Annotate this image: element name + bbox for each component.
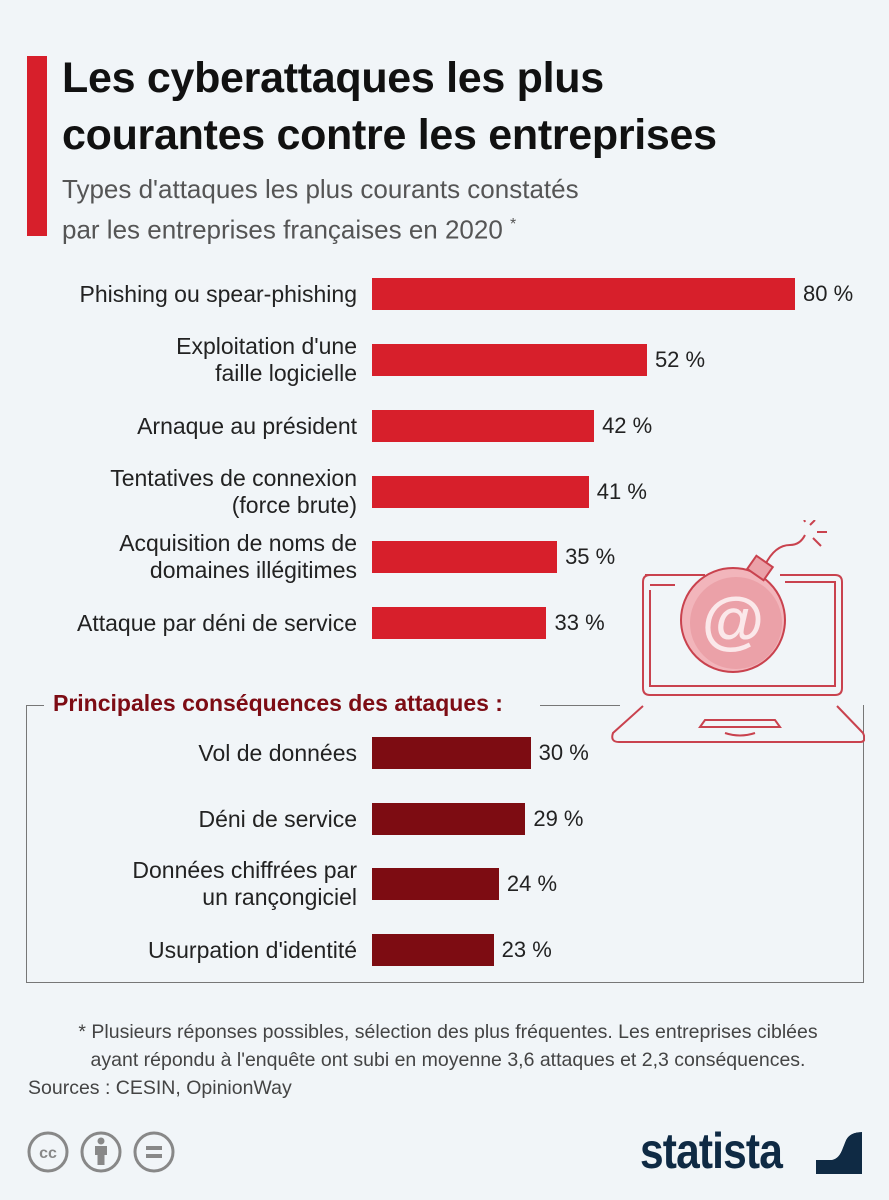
laptop-email-bomb-icon: @ xyxy=(611,520,865,743)
chart-title: Les cyberattaques les plus courantes con… xyxy=(62,50,717,164)
category-label: Acquisition de noms de domaines illégitim… xyxy=(119,530,357,583)
bar xyxy=(372,803,526,835)
title-line: courantes contre les entreprises xyxy=(62,111,717,159)
category-label: Exploitation d'une faille logicielle xyxy=(176,333,357,386)
no-derivatives-icon xyxy=(133,1131,175,1173)
svg-text:@: @ xyxy=(702,584,764,656)
svg-text:cc: cc xyxy=(39,1145,57,1162)
statista-logo: statista xyxy=(640,1123,783,1179)
category-label: Vol de données xyxy=(198,739,357,766)
footnote-line: * Plusieurs réponses possibles, sélectio… xyxy=(78,1021,818,1043)
subtitle-line: par les entreprises françaises en 2020 xyxy=(62,214,503,245)
bar xyxy=(372,541,558,573)
bar xyxy=(372,476,589,508)
bar xyxy=(372,278,795,310)
box-top-border xyxy=(540,705,620,706)
consequences-heading: Principales conséquences des attaques : xyxy=(53,690,503,716)
bar xyxy=(372,934,494,966)
category-label: Tentatives de connexion (force brute) xyxy=(110,465,357,518)
value-label: 30 % xyxy=(538,740,589,765)
category-label: Usurpation d'identité xyxy=(148,936,357,963)
bar xyxy=(372,344,647,376)
category-label: Phishing ou spear-phishing xyxy=(79,280,357,307)
consequences-box xyxy=(26,705,864,983)
category-label: Déni de service xyxy=(198,805,357,832)
bar xyxy=(372,410,595,442)
value-label: 33 % xyxy=(554,610,605,635)
chart-subtitle: Types d'attaques les plus courants const… xyxy=(62,172,579,248)
category-label: Données chiffrées par un rançongiciel xyxy=(132,857,357,910)
title-line: Les cyberattaques les plus xyxy=(62,54,604,102)
footnote-mark: * xyxy=(510,216,517,233)
attribution-icon xyxy=(80,1131,122,1173)
statista-logo-icon xyxy=(816,1130,862,1174)
sources: Sources : CESIN, OpinionWay xyxy=(28,1077,292,1099)
license-icons[interactable]: cc xyxy=(26,1130,186,1174)
value-label: 23 % xyxy=(501,937,552,962)
bar xyxy=(372,737,531,769)
bar xyxy=(372,607,547,639)
box-top-border xyxy=(26,705,44,706)
title-accent-bar xyxy=(27,56,47,236)
category-label: Attaque par déni de service xyxy=(76,609,357,636)
bar xyxy=(372,868,499,900)
footnote-line: ayant répondu à l'enquête ont subi en mo… xyxy=(90,1049,806,1071)
value-label: 52 % xyxy=(654,347,706,372)
category-label: Arnaque au président xyxy=(137,412,357,439)
value-label: 35 % xyxy=(565,544,616,569)
footnote: * Plusieurs réponses possibles, sélectio… xyxy=(28,1018,868,1074)
cc-icon xyxy=(27,1131,69,1173)
value-label: 41 % xyxy=(596,479,647,504)
value-label: 80 % xyxy=(803,281,854,306)
value-label: 24 % xyxy=(506,871,558,896)
value-label: 29 % xyxy=(533,806,584,831)
value-label: 42 % xyxy=(602,413,653,438)
subtitle-line: Types d'attaques les plus courants const… xyxy=(62,174,579,204)
